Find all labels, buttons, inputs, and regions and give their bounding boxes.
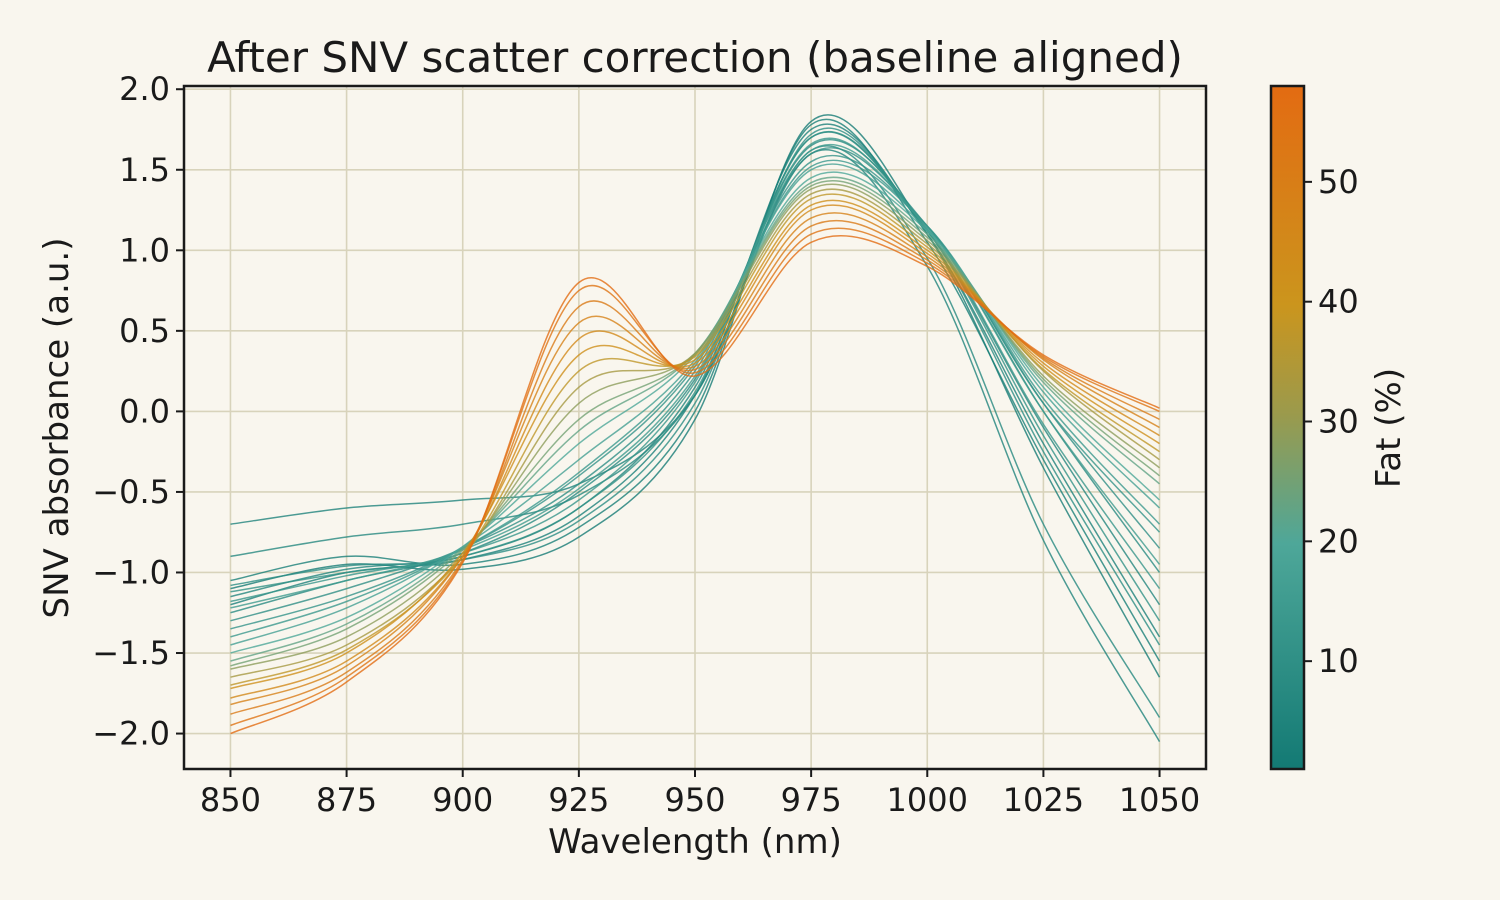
x-tick-label: 950 <box>664 781 725 819</box>
y-tick-label: −0.5 <box>92 473 170 511</box>
spectrum-line <box>230 234 1160 735</box>
x-tick-label: 1050 <box>1119 781 1200 819</box>
y-tick-label: 1.0 <box>119 231 170 269</box>
x-tick-label: 875 <box>316 781 377 819</box>
colorbar-label: Fat (%) <box>1369 368 1409 488</box>
x-axis-label: Wavelength (nm) <box>548 822 842 862</box>
y-tick-label: 2.0 <box>119 70 170 108</box>
y-tick-label: −1.0 <box>92 553 170 591</box>
x-axis-ticks: 850 875 900 925 950 975 1000 1025 1050 <box>200 769 1200 819</box>
chart-title: After SNV scatter correction (baseline a… <box>207 33 1183 82</box>
colorbar-tick-label: 40 <box>1318 283 1359 321</box>
spectrum-line <box>230 183 1160 670</box>
y-tick-label: 0.5 <box>119 312 170 350</box>
y-axis-label: SNV absorbance (a.u.) <box>37 238 77 619</box>
y-axis-ticks: 2.0 1.5 1.0 0.5 0.0 −0.5 −1.0 −1.5 −2.0 <box>92 70 184 753</box>
x-tick-label: 975 <box>781 781 842 819</box>
colorbar <box>1269 84 1306 771</box>
y-tick-label: 1.5 <box>119 151 170 189</box>
colorbar-tick-label: 20 <box>1318 522 1359 560</box>
x-tick-label: 1025 <box>1003 781 1084 819</box>
y-tick-label: 0.0 <box>119 392 170 430</box>
spectra-lines <box>230 114 1161 742</box>
y-tick-label: −1.5 <box>92 634 170 672</box>
colorbar-tick-label: 50 <box>1318 163 1359 201</box>
x-tick-label: 900 <box>432 781 493 819</box>
colorbar-tick-label: 10 <box>1318 642 1359 680</box>
y-tick-label: −2.0 <box>92 715 170 753</box>
colorbar-tick-label: 30 <box>1318 403 1359 441</box>
x-tick-label: 925 <box>548 781 609 819</box>
x-tick-label: 1000 <box>887 781 968 819</box>
colorbar-ticks: 10 20 30 40 50 <box>1304 163 1359 680</box>
x-tick-label: 850 <box>200 781 261 819</box>
